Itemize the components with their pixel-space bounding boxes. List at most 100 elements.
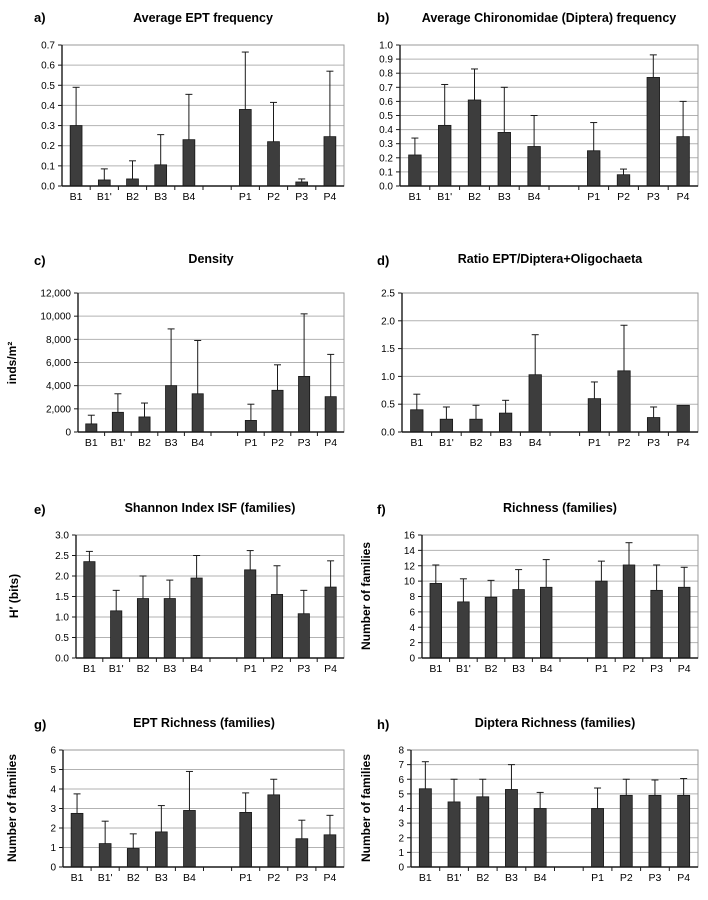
y-tick-label: 4,000 <box>46 381 71 392</box>
bar-B1 <box>410 409 424 433</box>
panel-letter-h: h) <box>377 717 389 732</box>
chart-ratio-ept-diptera-oligochaeta: d) Ratio EPT/Diptera+Oligochaeta 0.0 0.5 1… <box>377 252 699 449</box>
bar-P1 <box>244 420 257 433</box>
bar-P3 <box>648 794 662 868</box>
x-category-label-B2: B2 <box>127 872 140 884</box>
bar-B1' <box>110 610 123 659</box>
bar-P1 <box>238 109 252 187</box>
chart-density: c) Density inds/m² 0 2,000 4,000 6,000 8,000… <box>5 252 345 449</box>
panel-letter-b: b) <box>377 10 389 25</box>
chart-title-h: Diptera Richness (families) <box>475 716 635 730</box>
bar-P1 <box>591 808 604 868</box>
y-tick-label: 10,000 <box>40 312 71 323</box>
y-tick-label: 0 <box>50 863 56 874</box>
plot-area-c: 0 2,000 4,000 6,000 8,000 10,000 12,000 B1 B1' B2… <box>40 289 345 449</box>
bar-P1 <box>587 150 601 187</box>
bar-B1 <box>418 788 432 868</box>
y-tick-label: 6,000 <box>46 358 71 369</box>
bar-P4 <box>323 136 337 187</box>
y-tick-label: 8 <box>409 592 415 603</box>
y-tick-label: 2.0 <box>381 316 395 327</box>
x-category-label-B4: B4 <box>191 437 204 449</box>
chart-title-g: EPT Richness (families) <box>133 716 275 730</box>
bar-B1' <box>98 843 112 868</box>
bar-B2 <box>476 796 490 868</box>
bar-B4 <box>533 808 547 868</box>
bar-B3 <box>154 164 168 187</box>
y-tick-label: 0.3 <box>379 139 393 150</box>
bar-P3 <box>295 838 309 868</box>
x-category-label-P4: P4 <box>324 437 337 449</box>
bar-P4 <box>677 794 691 868</box>
bar-B2 <box>469 418 483 433</box>
bar-P2 <box>619 794 633 868</box>
bar-P3 <box>646 417 661 433</box>
x-category-label-P2: P2 <box>623 663 636 675</box>
y-tick-label: 2 <box>398 833 404 844</box>
bar-B3 <box>155 831 168 868</box>
bar-P2 <box>270 594 284 659</box>
x-category-label-B1': B1' <box>98 872 113 884</box>
y-axis-label-f: Number of families <box>359 542 373 650</box>
bar-B4 <box>540 586 553 659</box>
y-tick-label: 2 <box>50 824 56 835</box>
y-tick-label: 0 <box>65 428 71 439</box>
bar-B2 <box>136 598 150 659</box>
y-tick-label: 0.9 <box>379 55 393 66</box>
y-tick-label: 16 <box>404 531 416 542</box>
y-tick-label: 0.0 <box>379 182 393 193</box>
y-tick-label: 0.6 <box>41 61 55 72</box>
bar-B3 <box>512 589 525 659</box>
bar-P3 <box>298 375 311 433</box>
bar-B4 <box>191 393 204 433</box>
panel-e: e) Shannon Index ISF (families) H′ (bits… <box>0 460 354 690</box>
bar-B1' <box>111 411 124 433</box>
y-tick-label: 0.7 <box>41 41 55 52</box>
y-tick-label: 5 <box>50 765 56 776</box>
y-tick-label: 0.0 <box>41 182 55 193</box>
y-tick-label: 4 <box>409 623 415 634</box>
chart-average-chironomidae-frequency: b) Average Chironomidae (Diptera) freque… <box>377 10 699 203</box>
x-category-label-P3: P3 <box>647 437 660 449</box>
x-category-label-B2: B2 <box>470 437 483 449</box>
x-category-label-P4: P4 <box>677 437 690 449</box>
panel-g: g) EPT Richness (families) Number of fam… <box>0 690 354 900</box>
x-category-label-B4: B4 <box>534 872 547 884</box>
plot-area-d: 0.0 0.5 1.0 1.5 2.0 2.5 B1 B1' B2 B3 B4 P1 P2 P3 P4 <box>381 289 699 449</box>
panel-letter-d: d) <box>377 253 389 268</box>
x-category-label-B4: B4 <box>182 191 195 203</box>
bar-B1 <box>70 812 84 868</box>
bar-P2 <box>616 174 631 187</box>
y-tick-label: 0.3 <box>41 121 55 132</box>
y-axis-label-h: Number of families <box>359 754 373 862</box>
y-tick-label: 0.5 <box>55 633 69 644</box>
x-category-label-B2: B2 <box>476 872 489 884</box>
x-category-label-B4: B4 <box>540 663 553 675</box>
bar-B1' <box>97 179 111 187</box>
bar-B1' <box>447 801 461 868</box>
bar-B1 <box>429 583 442 659</box>
bar-B3 <box>165 385 178 433</box>
bar-B1' <box>457 601 470 659</box>
bar-B3 <box>505 789 518 868</box>
bar-B3 <box>498 412 513 433</box>
y-tick-label: 1.0 <box>55 613 69 624</box>
plot-area-b: 0.0 0.1 0.2 0.3 0.4 0.5 0.6 0.7 0.8 0.9 1.0 B1 B1' B2… <box>379 41 699 203</box>
x-category-label-B3: B3 <box>512 663 525 675</box>
x-category-label-B1: B1 <box>410 437 423 449</box>
plot-area-f: 0 2 4 6 8 10 12 14 16 B1 B1' B2 B3 B4 P1 P2 P3 P4 <box>404 531 699 675</box>
x-category-label-B1: B1 <box>429 663 442 675</box>
x-category-label-B2: B2 <box>138 437 151 449</box>
y-tick-label: 3 <box>50 804 56 815</box>
y-tick-label: 4 <box>50 785 56 796</box>
bar-B3 <box>497 132 511 187</box>
bar-B4 <box>190 577 203 659</box>
chart-title-b: Average Chironomidae (Diptera) frequency <box>422 11 677 25</box>
x-category-label-B3: B3 <box>155 872 168 884</box>
y-tick-label: 4 <box>398 804 404 815</box>
x-category-label-P3: P3 <box>650 663 663 675</box>
x-category-label-B1': B1' <box>97 191 112 203</box>
chart-title-e: Shannon Index ISF (families) <box>125 501 296 515</box>
x-category-label-P3: P3 <box>295 191 308 203</box>
y-tick-label: 0.5 <box>379 111 393 122</box>
